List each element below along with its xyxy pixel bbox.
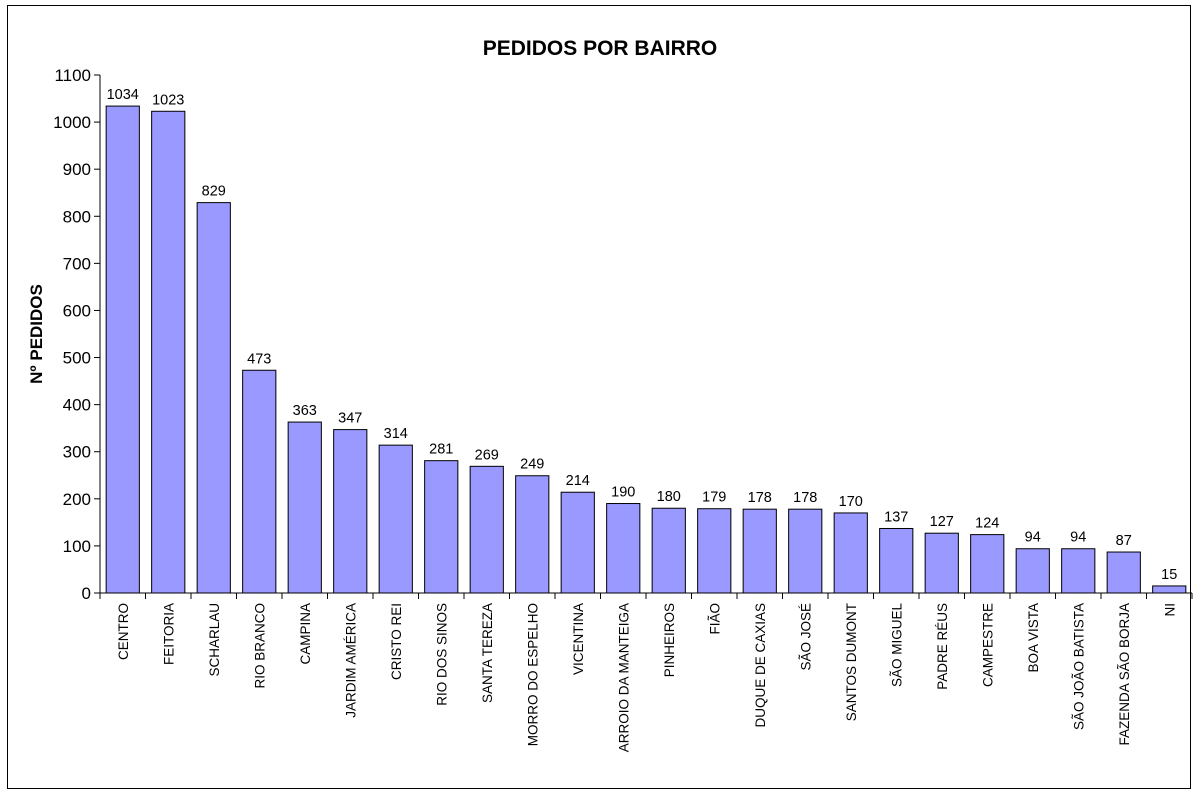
bar xyxy=(196,202,231,594)
chart-title: PEDIDOS POR BAIRRO xyxy=(483,37,718,60)
data-label: 829 xyxy=(202,184,226,200)
data-label: 269 xyxy=(475,447,499,463)
y-tick-label: 1000 xyxy=(53,113,91,132)
data-label: 124 xyxy=(975,516,999,532)
bar xyxy=(924,532,959,594)
category-label: VICENTINA xyxy=(571,603,586,675)
y-axis-label: Nº PEDIDOS xyxy=(27,284,46,384)
bar xyxy=(879,527,914,594)
bar xyxy=(970,534,1005,594)
category-label: PINHEIROS xyxy=(662,603,677,677)
bar xyxy=(697,508,732,594)
data-label: 170 xyxy=(839,494,863,510)
category-label: SANTOS DUMONT xyxy=(844,603,859,721)
category-label: FAZENDA SÃO BORJA xyxy=(1117,603,1132,746)
category-label: SÃO JOÃO BATISTA xyxy=(1071,603,1086,730)
category-label: BOA VISTA xyxy=(1026,603,1041,673)
data-label: 347 xyxy=(338,411,362,427)
data-label: 363 xyxy=(293,403,317,419)
category-label: FEITORIA xyxy=(161,603,176,665)
bar xyxy=(105,105,140,594)
y-tick-label: 600 xyxy=(63,301,91,320)
data-label: 179 xyxy=(702,490,726,506)
data-label: 15 xyxy=(1161,567,1177,583)
plot-area: 0 100 200 300 400 500 600 700 800 900 1000 1100 1034… xyxy=(53,66,1193,752)
bar xyxy=(788,508,823,594)
data-label: 190 xyxy=(611,485,635,501)
bar xyxy=(378,444,413,594)
category-label: CAMPESTRE xyxy=(980,603,995,687)
bar xyxy=(651,507,686,594)
category-label: CAMPINA xyxy=(298,603,313,665)
y-tick-label: 400 xyxy=(63,396,91,415)
bar xyxy=(424,460,459,594)
category-label: RIO BRANCO xyxy=(252,603,267,689)
data-label: 281 xyxy=(429,442,453,458)
data-label: 87 xyxy=(1116,533,1132,549)
data-label: 137 xyxy=(884,509,908,525)
y-tick-label: 200 xyxy=(63,490,91,509)
data-label: 314 xyxy=(384,426,408,442)
category-label: PADRE RÉUS xyxy=(935,603,950,690)
y-tick-label: 1100 xyxy=(54,66,91,85)
data-label: 1034 xyxy=(107,87,139,103)
data-label: 94 xyxy=(1025,530,1041,546)
category-label: SÃO MIGUEL xyxy=(889,603,904,688)
data-label: 180 xyxy=(657,489,681,505)
bar xyxy=(833,512,868,594)
data-label: 1023 xyxy=(152,92,184,108)
y-tick-label: 800 xyxy=(63,207,91,226)
bar xyxy=(333,429,368,594)
category-label: RIO DOS SINOS xyxy=(434,603,449,706)
category-label: DUQUE DE CAXIAS xyxy=(753,603,768,728)
y-tick-label: 700 xyxy=(63,254,91,273)
bar xyxy=(560,491,595,594)
bar xyxy=(469,465,504,594)
category-label: CRISTO REI xyxy=(389,603,404,680)
bar xyxy=(242,369,277,594)
bar xyxy=(606,503,641,594)
bar xyxy=(515,475,550,594)
category-label: FIÃO xyxy=(707,603,722,635)
category-label: SCHARLAU xyxy=(207,603,222,677)
y-tick-label: 300 xyxy=(63,443,91,462)
data-label: 178 xyxy=(793,490,817,506)
y-tick-label: 100 xyxy=(63,537,91,556)
y-tick-label: 0 xyxy=(82,584,91,603)
category-label: CENTRO xyxy=(116,603,131,660)
y-tick-label: 500 xyxy=(63,349,91,368)
data-label: 473 xyxy=(247,351,271,367)
data-label: 214 xyxy=(566,473,590,489)
category-label: MORRO DO ESPELHO xyxy=(525,603,540,746)
bar xyxy=(1061,548,1096,594)
bar xyxy=(1152,585,1187,594)
bar xyxy=(1106,551,1141,594)
bar xyxy=(151,110,186,594)
data-label: 94 xyxy=(1070,530,1086,546)
bar xyxy=(1015,548,1050,594)
bar xyxy=(287,421,322,594)
bar xyxy=(742,508,777,594)
y-tick-label: 900 xyxy=(63,160,91,179)
data-label: 178 xyxy=(748,490,772,506)
category-label: NI xyxy=(1162,603,1177,617)
category-label: SANTA TEREZA xyxy=(480,603,495,703)
data-label: 127 xyxy=(930,514,954,530)
category-label: ARROIO DA MANTEIGA xyxy=(616,603,631,752)
category-label: JARDIM AMÉRICA xyxy=(343,603,358,718)
category-label: SÃO JOSÉ xyxy=(798,603,813,671)
data-label: 249 xyxy=(520,457,544,473)
